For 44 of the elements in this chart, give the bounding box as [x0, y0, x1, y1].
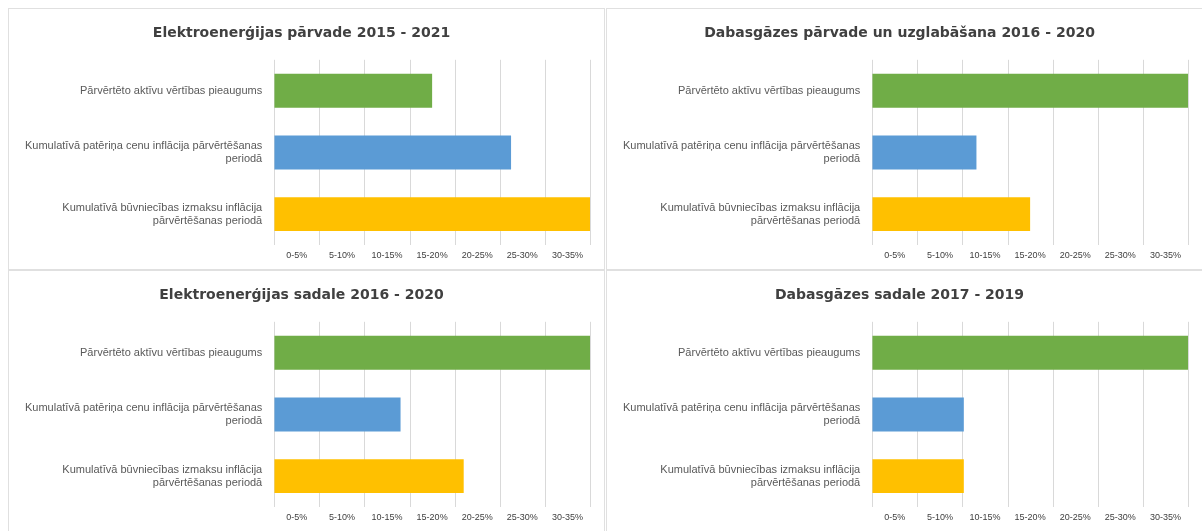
y-tick-label: Pārvērtēto aktīvu vērtības pieaugums	[80, 345, 263, 358]
text: 15-20%	[416, 249, 448, 260]
text: 25-30%	[506, 249, 538, 260]
text: 10-15%	[969, 511, 1001, 522]
chart-title: Dabasgāzes pārvade un uzglabāšana 2016 - 2020	[704, 24, 1096, 41]
text: 30-35%	[551, 249, 583, 260]
y-tick-label: Kumulatīvā patēriņa cenu inflācija pārvērtēšanas periodā	[623, 138, 862, 165]
text: 25-30%	[1104, 511, 1136, 522]
text: 20-25%	[1059, 511, 1091, 522]
text: 0-5%	[884, 511, 906, 522]
text: 25-30%	[1104, 249, 1136, 260]
y-tick-label: Pārvērtēto aktīvu vērtības pieaugums	[80, 83, 263, 96]
y-tick-label: Kumulatīvā patēriņa cenu inflācija pārvērtēšanas periodā	[623, 400, 862, 427]
chart-title: Dabasgāzes sadale 2017 - 2019	[774, 286, 1025, 303]
y-tick-label: Kumulatīvā patēriņa cenu inflācija pārvērtēšanas periodā	[25, 138, 264, 165]
text: 15-20%	[1014, 511, 1046, 522]
y-tick-label: Kumulatīvā būvniecības izmaksu inflācija pārvērtēšanas periodā	[660, 462, 862, 488]
text: 20-25%	[1059, 249, 1091, 260]
y-tick-label: Kumulatīvā būvniecības izmaksu inflācija pārvērtēšanas periodā	[660, 200, 862, 226]
text: 20-25%	[461, 511, 493, 522]
text: 15-20%	[416, 511, 448, 522]
text: 10-15%	[969, 249, 1001, 260]
text: 5-10%	[926, 511, 953, 522]
chart-title: Elektroenerģijas pārvade 2015 - 2021	[152, 24, 451, 41]
text: 30-35%	[551, 511, 583, 522]
y-tick-label: Kumulatīvā būvniecības izmaksu inflācija pārvērtēšanas periodā	[62, 462, 264, 488]
text: 15-20%	[1014, 249, 1046, 260]
text: 30-35%	[1149, 249, 1181, 260]
text: 30-35%	[1149, 511, 1181, 522]
text: 20-25%	[461, 249, 493, 260]
y-tick-label: Pārvērtēto aktīvu vērtības pieaugums	[678, 83, 861, 96]
text: 0-5%	[286, 511, 308, 522]
y-tick-label: Pārvērtēto aktīvu vērtības pieaugums	[678, 345, 861, 358]
text: 10-15%	[371, 249, 403, 260]
chart-title: Elektroenerģijas sadale 2016 - 2020	[159, 286, 444, 303]
text: 0-5%	[884, 249, 906, 260]
y-tick-label: Kumulatīvā būvniecības izmaksu inflācija pārvērtēšanas periodā	[62, 200, 264, 226]
y-tick-label: Kumulatīvā patēriņa cenu inflācija pārvērtēšanas periodā	[25, 400, 264, 427]
text: 5-10%	[328, 511, 355, 522]
text: 25-30%	[506, 511, 538, 522]
text: 10-15%	[371, 511, 403, 522]
text: 0-5%	[286, 249, 308, 260]
text: 5-10%	[328, 249, 355, 260]
text: 5-10%	[926, 249, 953, 260]
